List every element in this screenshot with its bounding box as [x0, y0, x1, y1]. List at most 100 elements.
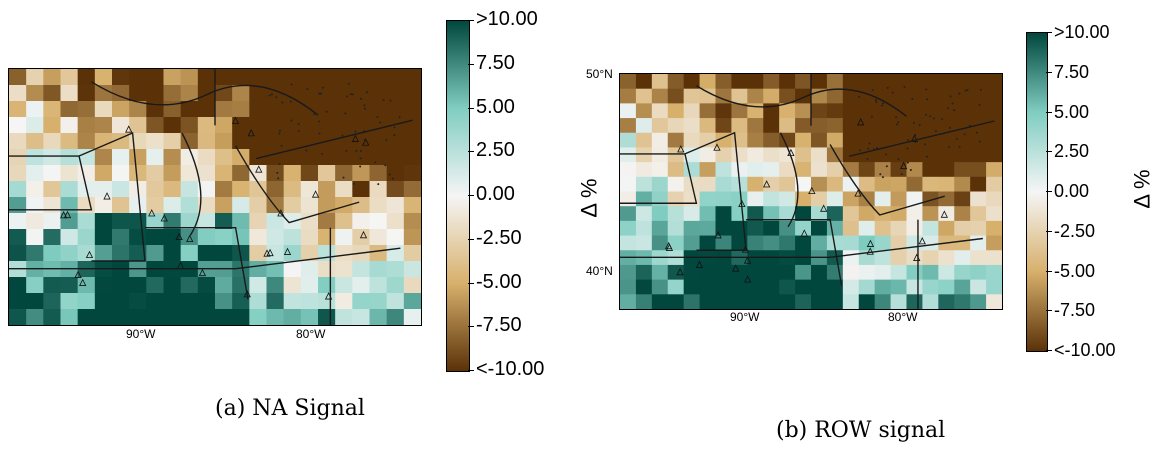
grid-cell [986, 192, 1002, 207]
grid-cell [954, 177, 970, 192]
grid-cell [970, 294, 986, 309]
grid-cell [875, 162, 891, 177]
colorbar-tick-label: >10.00 [476, 10, 538, 29]
grid-cell [9, 69, 27, 86]
grid-cell [232, 101, 250, 118]
colorbar-tick-label: <-10.00 [476, 360, 544, 379]
grid-cell [668, 192, 684, 207]
grid-cell [843, 103, 859, 118]
significance-dot [350, 93, 352, 95]
grid-cell [652, 89, 668, 104]
grid-cell [795, 147, 811, 162]
grid-cell [335, 149, 353, 166]
significance-dot [271, 93, 273, 95]
grid-cell [9, 197, 27, 214]
grid-cell [318, 149, 336, 166]
grid-cell [181, 245, 199, 262]
significance-dot [895, 116, 897, 118]
grid-cell [652, 74, 668, 89]
grid-cell [404, 181, 421, 198]
significance-dot [341, 135, 343, 137]
grid-cell [620, 118, 636, 133]
grid-cell [146, 69, 164, 86]
grid-cell [9, 165, 27, 182]
grid-cell [811, 177, 827, 192]
grid-cell [370, 149, 388, 166]
grid-cell [779, 147, 795, 162]
grid-cell [164, 309, 182, 325]
grid-cell [335, 245, 353, 262]
grid-cell [267, 165, 285, 182]
grid-cell [700, 280, 716, 295]
grid-cell [43, 117, 61, 134]
grid-cell [636, 74, 652, 89]
grid-cell [95, 197, 113, 214]
grid-cell [747, 236, 763, 251]
grid-cell [731, 133, 747, 148]
grid-cell [970, 162, 986, 177]
grid-cell [352, 101, 370, 118]
grid-cell [620, 89, 636, 104]
grid-cell [352, 181, 370, 198]
grid-cell [907, 162, 923, 177]
grid-cell [26, 133, 44, 150]
grid-cell [215, 181, 233, 198]
grid-cell [387, 277, 405, 294]
grid-cell [301, 277, 319, 294]
colorbar-tick-label: -2.50 [476, 229, 522, 248]
grid-cell [95, 149, 113, 166]
grid-cell [843, 118, 859, 133]
grid-cell [129, 85, 147, 102]
colorbar-tickmark [1046, 112, 1052, 113]
colorbar-tickmark [468, 20, 474, 21]
grid-cell [636, 206, 652, 221]
grid-cell [370, 293, 388, 310]
grid-cell [352, 69, 370, 86]
grid-cell [164, 245, 182, 262]
grid-cell [232, 133, 250, 150]
colorbar-tickmark [468, 239, 474, 240]
significance-dot [907, 162, 909, 164]
grid-cell [716, 103, 732, 118]
grid-cell [620, 177, 636, 192]
grid-cell [352, 293, 370, 310]
grid-cell [26, 101, 44, 118]
grid-cell [620, 74, 636, 89]
significance-dot [919, 124, 921, 126]
grid-cell [907, 118, 923, 133]
grid-cell [335, 181, 353, 198]
grid-cell [43, 197, 61, 214]
significance-dot [959, 146, 961, 148]
grid-cell [811, 133, 827, 148]
significance-dot [385, 139, 387, 141]
grid-cell [620, 103, 636, 118]
grid-cell [387, 197, 405, 214]
grid-cell [636, 236, 652, 251]
grid-cell [763, 74, 779, 89]
grid-cell [129, 149, 147, 166]
grid-cell [112, 245, 130, 262]
grid-cell [843, 221, 859, 236]
significance-dot [867, 148, 869, 150]
significance-dot [343, 177, 345, 179]
grid-cell [284, 69, 302, 86]
grid-cell [620, 294, 636, 309]
significance-dot [389, 173, 391, 175]
grid-cell [249, 197, 267, 214]
grid-cell [301, 293, 319, 310]
grid-cell [95, 181, 113, 198]
grid-cell [827, 147, 843, 162]
grid-cell [636, 89, 652, 104]
grid-cell [859, 133, 875, 148]
colorbar-tickmark [1046, 32, 1052, 33]
grid-cell [387, 181, 405, 198]
grid-cell [875, 280, 891, 295]
grid-cell [370, 165, 388, 182]
grid-cell [970, 206, 986, 221]
colorbar-tickmark [468, 108, 474, 109]
grid-cell [684, 206, 700, 221]
grid-cell [232, 229, 250, 246]
grid-cell [938, 177, 954, 192]
grid-cell [731, 118, 747, 133]
grid-cell [811, 294, 827, 309]
